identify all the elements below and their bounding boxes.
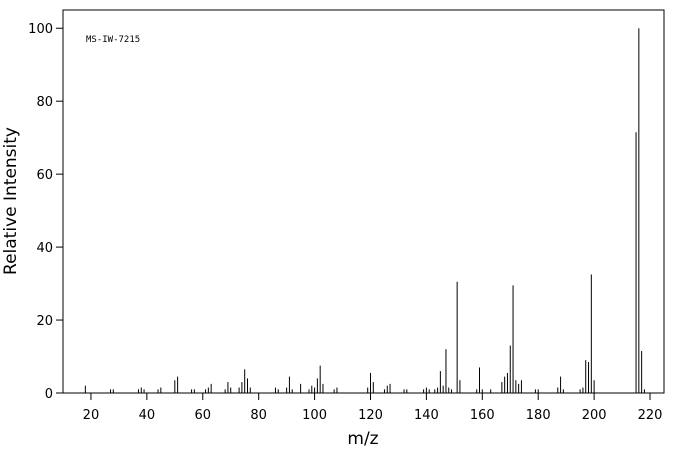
x-tick-label: 60 [194,408,211,423]
x-tick-label: 140 [414,408,439,423]
x-tick-label: 40 [139,408,156,423]
plot-frame [62,9,665,394]
x-tick-label: 20 [83,408,100,423]
x-axis-title: m/z [347,429,378,449]
x-tick-label: 160 [470,408,495,423]
y-tick-label: 0 [45,387,53,402]
x-tick-label: 180 [526,408,551,423]
annotation: MS-IW-7215 [86,35,140,45]
y-axis-title: Relative Intensity [1,127,21,275]
y-tick-label: 40 [36,241,53,256]
x-tick-label: 100 [302,408,327,423]
y-tick-label: 20 [36,314,53,329]
y-tick-label: 60 [36,168,53,183]
x-tick-label: 80 [250,408,267,423]
y-tick-label: 80 [36,95,53,110]
x-tick-label: 220 [638,408,663,423]
x-tick-label: 200 [582,408,607,423]
y-tick-label: 100 [28,22,53,37]
x-tick-label: 120 [358,408,383,423]
